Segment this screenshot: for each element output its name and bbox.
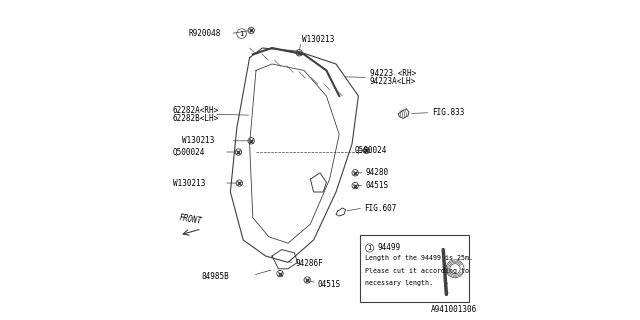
Text: FRONT: FRONT (178, 213, 203, 226)
Text: FIG.833: FIG.833 (432, 108, 465, 117)
Text: A941001306: A941001306 (431, 305, 477, 314)
Text: 0451S: 0451S (365, 181, 388, 190)
Text: Q500024: Q500024 (355, 146, 387, 155)
Text: 84985B: 84985B (202, 272, 229, 281)
Text: Q500024: Q500024 (173, 148, 205, 156)
Text: 0451S: 0451S (317, 280, 341, 289)
Text: 94286F: 94286F (296, 260, 323, 268)
Text: Please cut it according to: Please cut it according to (365, 268, 470, 274)
Text: W130213: W130213 (302, 35, 335, 44)
Text: W130213: W130213 (182, 136, 215, 145)
Text: 94223 <RH>: 94223 <RH> (370, 69, 416, 78)
Text: FIG.607: FIG.607 (364, 204, 397, 212)
Text: 94280: 94280 (366, 168, 389, 177)
Text: 94223A<LH>: 94223A<LH> (370, 77, 416, 86)
Text: 62282B<LH>: 62282B<LH> (173, 114, 219, 123)
Text: Length of the 94499 is 25m.: Length of the 94499 is 25m. (365, 255, 474, 261)
Text: 1: 1 (367, 245, 372, 251)
Text: 62282A<RH>: 62282A<RH> (173, 106, 219, 115)
Text: 1: 1 (239, 31, 244, 36)
Text: necessary length.: necessary length. (365, 280, 433, 286)
Text: 94499: 94499 (378, 244, 401, 252)
Text: W130213: W130213 (173, 179, 205, 188)
FancyBboxPatch shape (360, 235, 468, 302)
Text: R920048: R920048 (189, 29, 221, 38)
